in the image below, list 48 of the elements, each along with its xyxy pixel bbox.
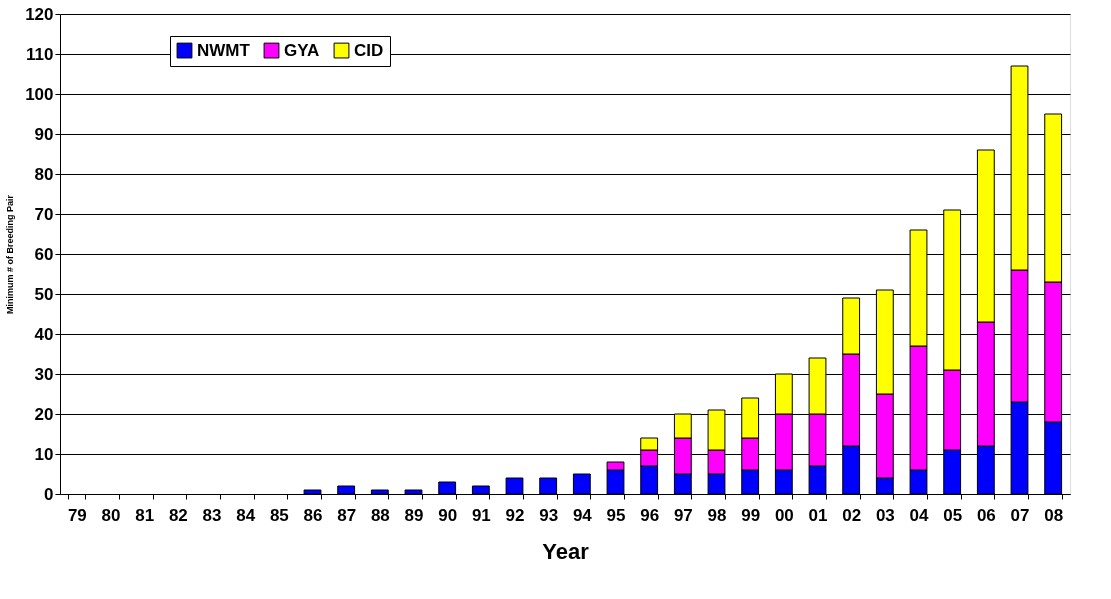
x-tick-label: 81 (135, 505, 155, 525)
y-tick-label: 30 (34, 364, 54, 384)
legend-label: NWMT (197, 40, 251, 60)
x-tick-label: 93 (539, 505, 559, 525)
x-tick-label: 86 (303, 505, 323, 525)
x-tick-label: 79 (67, 505, 87, 525)
x-tick-label: 82 (168, 505, 188, 525)
x-tick-label: 01 (808, 505, 828, 525)
x-tick-label: 00 (774, 505, 794, 525)
x-tick-label: 83 (202, 505, 222, 525)
x-tick-label: 98 (707, 505, 727, 525)
x-tick-label: 87 (337, 505, 357, 525)
x-tick-label: 07 (1010, 505, 1030, 525)
y-tick-label: 0 (44, 484, 54, 504)
x-tick-label: 05 (943, 505, 963, 525)
x-tick-label: 84 (236, 505, 256, 525)
x-tick-label: 88 (370, 505, 390, 525)
x-axis-title: Year (542, 538, 590, 564)
y-tick-label: 50 (34, 284, 54, 304)
y-tick-label: 40 (34, 324, 54, 344)
y-axis-title: Minimum # of Breeding Pair (5, 194, 16, 315)
x-tick-label: 04 (909, 505, 929, 525)
x-tick-label: 08 (1044, 505, 1064, 525)
x-tick-label: 85 (269, 505, 289, 525)
x-tick-label: 91 (471, 505, 491, 525)
x-tick-label: 90 (438, 505, 458, 525)
x-tick-label: 06 (976, 505, 996, 525)
legend-label: CID (354, 40, 384, 60)
y-tick-label: 100 (25, 84, 54, 104)
x-tick-label: 94 (572, 505, 593, 525)
x-tick-label: 80 (101, 505, 121, 525)
x-tick-label: 89 (404, 505, 424, 525)
y-tick-label: 70 (34, 204, 54, 224)
y-tick-label: 20 (34, 404, 54, 424)
y-tick-label: 120 (25, 4, 54, 24)
y-tick-label: 110 (26, 44, 54, 64)
x-tick-label: 95 (606, 505, 626, 525)
x-tick-label: 92 (505, 505, 525, 525)
x-tick-label: 99 (741, 505, 761, 525)
y-tick-label: 90 (34, 124, 54, 144)
y-tick-label: 10 (34, 444, 54, 464)
x-tick-label: 97 (673, 505, 693, 525)
x-tick-label: 03 (875, 505, 895, 525)
y-tick-label: 60 (34, 244, 54, 264)
x-tick-label: 96 (640, 505, 660, 525)
y-tick-label: 80 (34, 164, 54, 184)
x-tick-label: 02 (842, 505, 862, 525)
legend-label: GYA (284, 40, 320, 60)
